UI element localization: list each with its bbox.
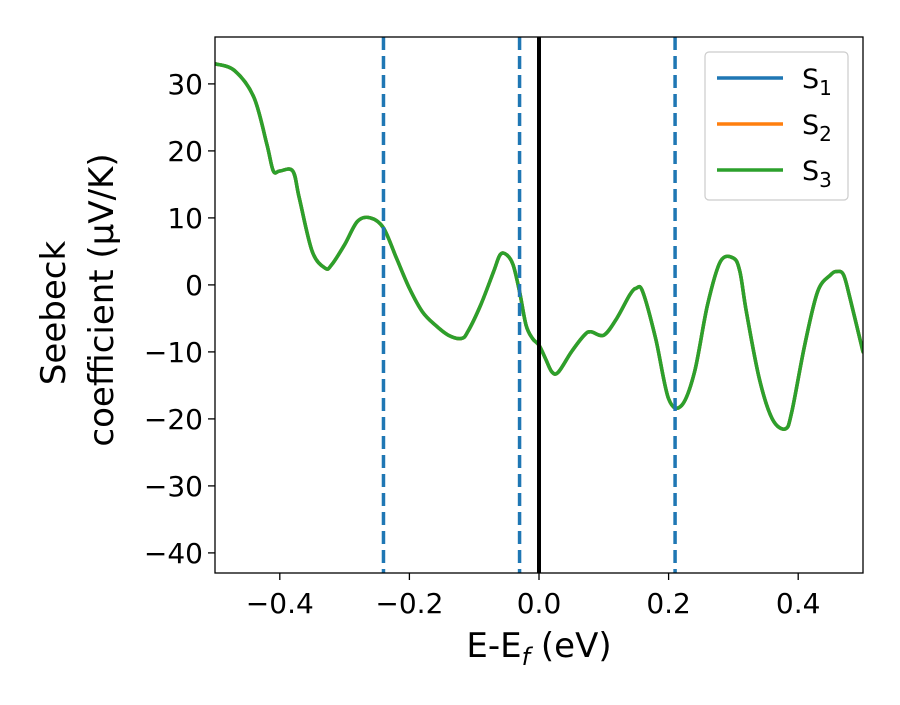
legend-label-3: S3 (802, 156, 832, 192)
y-tick-label: −40 (144, 537, 203, 570)
x-tick-label: −0.4 (246, 587, 314, 620)
y-axis-label-line2: coefficient (μV/K) (82, 153, 122, 446)
y-axis-label-line1: Seebeck (34, 241, 74, 386)
series-line-3 (215, 62, 863, 431)
legend-label-1: S1 (802, 64, 832, 100)
x-tick-label: −0.2 (375, 587, 443, 620)
legend-label-2: S2 (802, 110, 832, 146)
y-tick-label: 30 (167, 68, 203, 101)
y-tick-label: 20 (167, 135, 203, 168)
y-tick-label: 10 (167, 202, 203, 235)
y-tick-label: 0 (185, 269, 203, 302)
legend-box (704, 51, 849, 201)
x-axis-label: E-Ef (eV) (466, 626, 611, 671)
y-tick-label: −20 (144, 403, 203, 436)
y-tick-label: −30 (144, 470, 203, 503)
x-tick-label: 0.0 (517, 587, 562, 620)
y-tick-label: −10 (144, 336, 203, 369)
x-tick-label: 0.2 (646, 587, 691, 620)
plot-area (215, 37, 863, 573)
x-tick-label: 0.4 (776, 587, 821, 620)
